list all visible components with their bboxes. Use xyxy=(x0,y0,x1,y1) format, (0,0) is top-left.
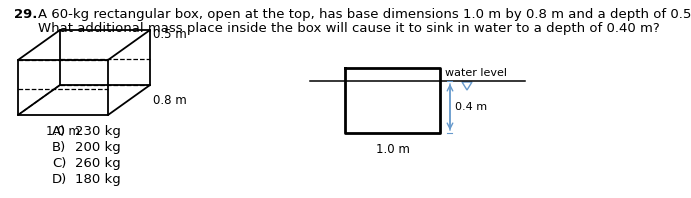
Text: 200 kg: 200 kg xyxy=(75,141,121,154)
Text: 260 kg: 260 kg xyxy=(75,157,121,170)
Text: 0.4 m: 0.4 m xyxy=(455,102,487,112)
Text: 230 kg: 230 kg xyxy=(75,125,121,138)
Text: D): D) xyxy=(52,173,67,186)
Text: water level: water level xyxy=(445,68,507,78)
Text: 1.0 m: 1.0 m xyxy=(46,125,80,138)
Text: 180 kg: 180 kg xyxy=(75,173,121,186)
Text: C): C) xyxy=(52,157,66,170)
Text: 1.0 m: 1.0 m xyxy=(376,143,410,156)
Text: 29.: 29. xyxy=(14,8,37,21)
Text: 0.5 m: 0.5 m xyxy=(153,28,187,41)
Text: B): B) xyxy=(52,141,66,154)
Text: What additional mass place inside the box will cause it to sink in water to a de: What additional mass place inside the bo… xyxy=(38,22,660,35)
Text: A): A) xyxy=(52,125,66,138)
Text: A 60-kg rectangular box, open at the top, has base dimensions 1.0 m by 0.8 m and: A 60-kg rectangular box, open at the top… xyxy=(38,8,691,21)
Text: 0.8 m: 0.8 m xyxy=(153,93,187,107)
